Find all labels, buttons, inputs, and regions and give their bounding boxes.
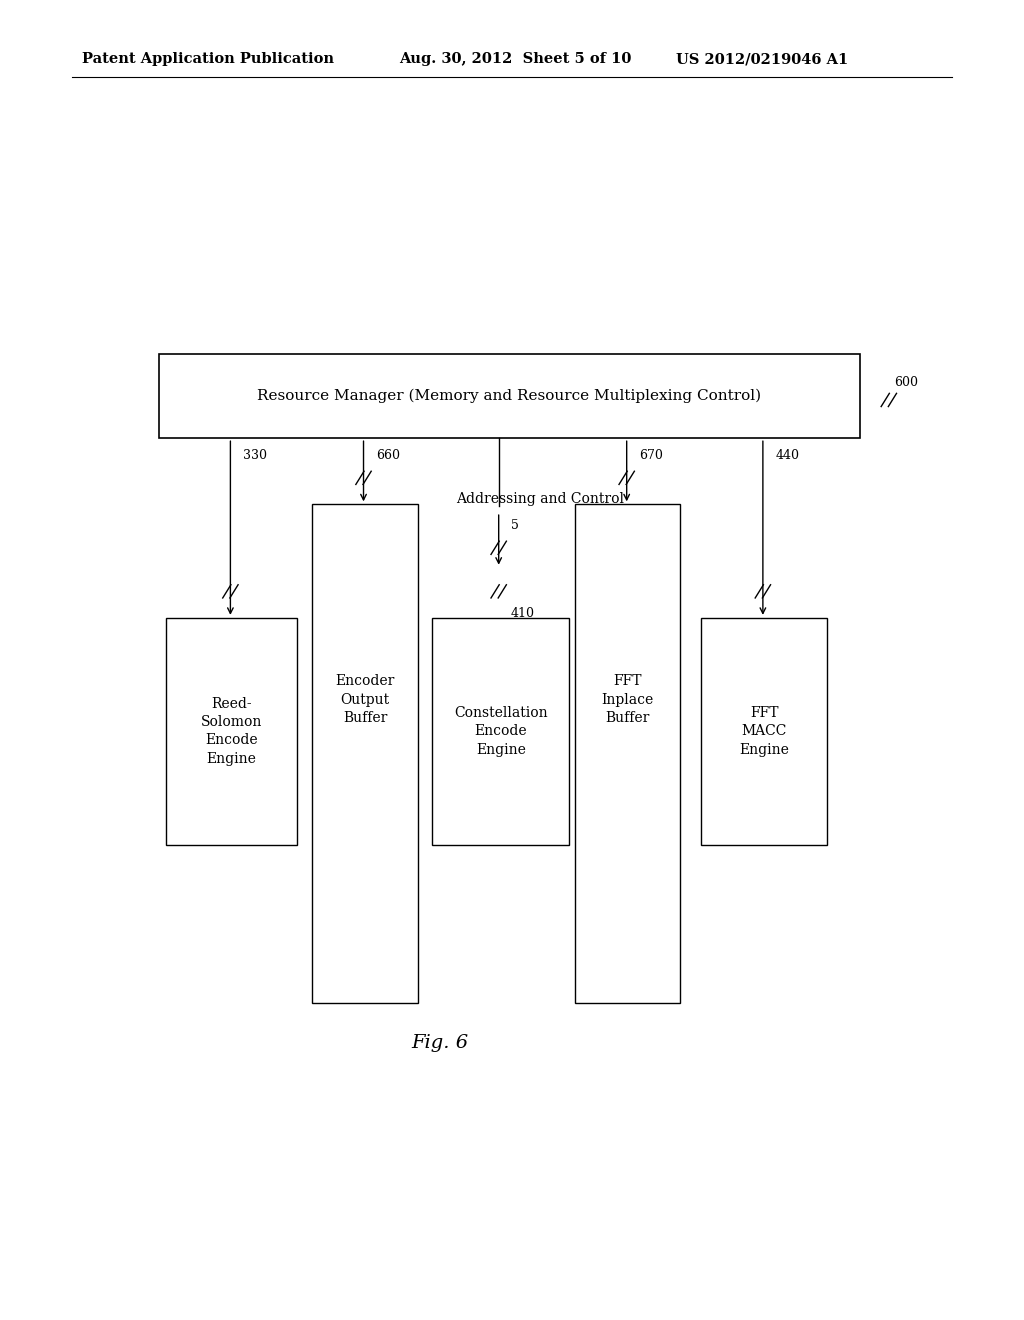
Bar xyxy=(575,504,680,1003)
Text: Addressing and Control: Addressing and Control xyxy=(456,491,624,506)
Bar xyxy=(432,618,569,845)
Text: 660: 660 xyxy=(376,449,399,462)
Text: Patent Application Publication: Patent Application Publication xyxy=(82,53,334,66)
Bar xyxy=(166,618,297,845)
Bar xyxy=(159,354,860,438)
Text: Encoder
Output
Buffer: Encoder Output Buffer xyxy=(336,675,394,725)
Text: US 2012/0219046 A1: US 2012/0219046 A1 xyxy=(676,53,848,66)
Text: 330: 330 xyxy=(243,449,266,462)
Text: 5: 5 xyxy=(511,519,519,532)
Text: Aug. 30, 2012  Sheet 5 of 10: Aug. 30, 2012 Sheet 5 of 10 xyxy=(399,53,632,66)
Text: Fig. 6: Fig. 6 xyxy=(412,1034,469,1052)
Text: 410: 410 xyxy=(511,607,535,620)
Text: FFT
Inplace
Buffer: FFT Inplace Buffer xyxy=(601,675,654,725)
Text: FFT
MACC
Engine: FFT MACC Engine xyxy=(739,706,790,756)
Bar xyxy=(701,618,827,845)
Bar xyxy=(312,504,418,1003)
Text: Reed-
Solomon
Encode
Engine: Reed- Solomon Encode Engine xyxy=(201,697,262,766)
Text: Resource Manager (Memory and Resource Multiplexing Control): Resource Manager (Memory and Resource Mu… xyxy=(257,389,762,403)
Text: 440: 440 xyxy=(775,449,799,462)
Text: 670: 670 xyxy=(639,449,663,462)
Text: Constellation
Encode
Engine: Constellation Encode Engine xyxy=(454,706,548,756)
Text: 600: 600 xyxy=(894,376,918,389)
